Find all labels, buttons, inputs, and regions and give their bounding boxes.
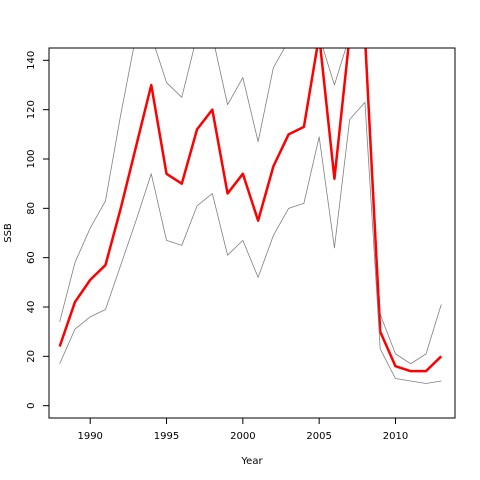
series-layer [58,48,443,384]
y-axis-label: SSB [3,223,14,243]
ssb-estimate-line [58,48,443,373]
x-tick-label: 2005 [306,431,331,442]
y-tick-label: 140 [26,51,37,70]
x-axis-label: Year [240,456,263,467]
x-tick-label: 2000 [230,431,255,442]
y-tick-label: 120 [26,100,37,119]
y-tick-label: 100 [26,149,37,168]
x-axis: 1990 1995 2000 2005 2010 [77,417,408,442]
y-tick-label: 60 [26,251,37,264]
y-tick-label: 0 [26,402,37,408]
y-tick-label: 80 [26,202,37,215]
y-axis: 0 20 40 60 80 100 120 140 [26,51,50,409]
y-tick-label: 20 [26,350,37,363]
y-tick-label: 40 [26,301,37,314]
x-tick-label: 1995 [154,431,179,442]
x-tick-label: 2010 [383,431,408,442]
x-tick-label: 1990 [77,431,102,442]
lower-bound-line [59,101,442,384]
